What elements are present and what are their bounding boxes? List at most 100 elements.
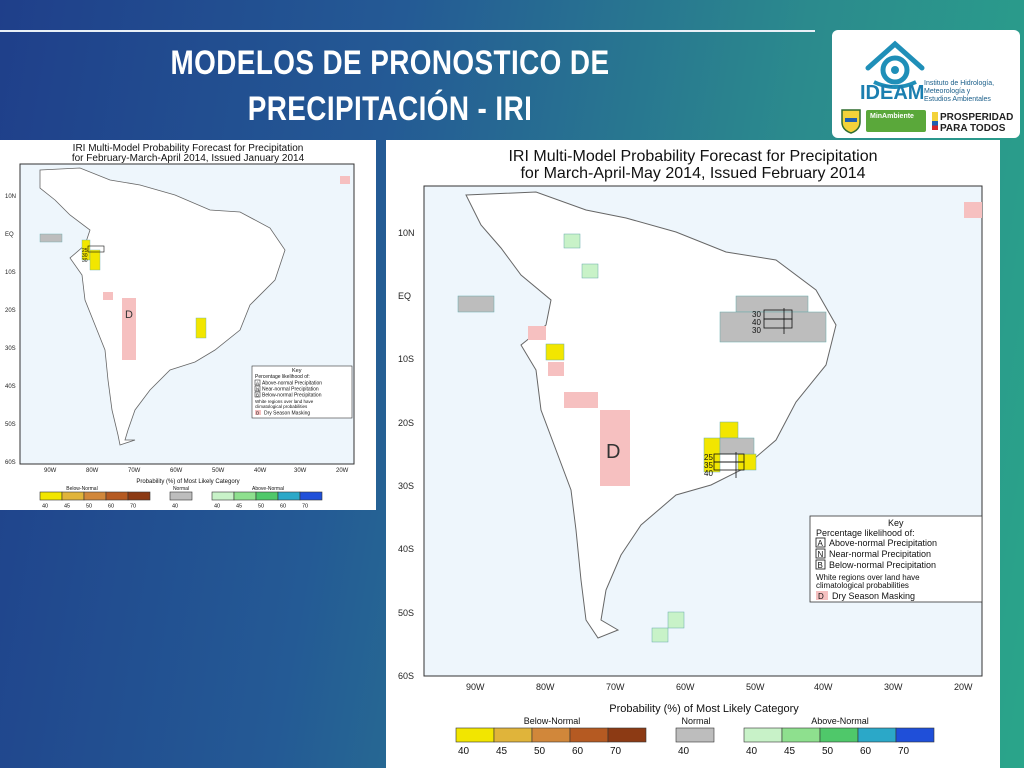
right-map-title: IRI Multi-Model Probability Forecast for… xyxy=(406,148,980,182)
right-forecast-map: IRI Multi-Model Probability Forecast for… xyxy=(386,140,1000,768)
right-prob-box-south: 25 35 40 xyxy=(704,452,745,478)
right-prob-box-north: 30 40 30 xyxy=(752,308,793,335)
left-dry-mask-andes xyxy=(122,298,136,360)
left-colorbar-below-swatch xyxy=(83,491,107,501)
left-colorbar-below-tick: 50 xyxy=(86,504,92,510)
right-dry-mask-peru2 xyxy=(548,362,564,376)
right-map-title-line1: IRI Multi-Model Probability Forecast for… xyxy=(508,148,878,165)
right-colorbar-normal-swatch xyxy=(675,727,715,743)
right-lon-label: 80W xyxy=(536,682,555,692)
ideam-logo-card: IDEAM Instituto de Hidrología, Meteorolo… xyxy=(832,30,1020,138)
right-dry-mask-peru xyxy=(528,326,546,340)
right-dry-mask-andes xyxy=(600,410,630,486)
right-key-dry-text: Dry Season Masking xyxy=(832,591,915,601)
right-colorbar-below-swatch xyxy=(455,727,495,743)
left-colorbar-above-swatch xyxy=(233,491,257,501)
left-dry-mask-peru xyxy=(103,292,113,300)
right-colorbar-above: 40 45 50 60 70 xyxy=(743,727,935,757)
left-key-dry-text: Dry Season Masking xyxy=(264,411,310,417)
left-map-canvas: 10N EQ 10S 20S 30S 40S 50S 60S 90W 80W 7… xyxy=(5,163,355,510)
right-normal-cell-1 xyxy=(457,295,495,313)
right-dry-mask-ne xyxy=(964,202,982,218)
slide-title-line2: PRECIPITACIÓN - IRI xyxy=(247,90,533,128)
left-colorbar-above-tick: 70 xyxy=(302,504,308,510)
right-key-letter: A xyxy=(818,539,824,548)
left-colorbar-above: 40 45 50 60 70 xyxy=(211,491,323,510)
left-colorbar-below-swatch xyxy=(127,491,151,501)
left-map-title-line1: IRI Multi-Model Probability Forecast for… xyxy=(72,143,304,154)
right-lat-axis: 10N EQ 10S 20S 30S 40S 50S 60S xyxy=(398,228,415,681)
slide-title-line1: MODELOS DE PRONOSTICO DE xyxy=(170,44,610,82)
ideam-inst-line1: Instituto de Hidrología, xyxy=(924,80,995,87)
left-lat-label: 60S xyxy=(5,460,16,466)
ideam-inst-line2: Meteorología y xyxy=(924,88,971,95)
left-lat-label: 50S xyxy=(5,422,16,428)
left-colorbar-title: Probability (%) of Most Likely Category xyxy=(136,479,239,485)
left-prob-value: 25 xyxy=(82,248,88,254)
left-colorbar-below-label: Below-Normal xyxy=(66,486,97,492)
right-below-cell-2 xyxy=(703,437,721,473)
prosperidad-line2: PARA TODOS xyxy=(940,123,1006,134)
left-colorbar-above-label: Above-Normal xyxy=(252,486,284,492)
left-map-title: IRI Multi-Model Probability Forecast for… xyxy=(20,144,356,164)
right-key-note: White regions over land have xyxy=(816,573,920,582)
ideam-brand: IDEAM xyxy=(860,82,925,104)
right-lon-label: 60W xyxy=(676,682,695,692)
right-colorbar-below-swatch xyxy=(493,727,533,743)
right-normal-cell-3 xyxy=(719,311,827,343)
left-colorbar-normal-label: Normal xyxy=(173,486,189,492)
right-colorbar-normal-tick: 40 xyxy=(678,746,690,757)
left-lat-label: 10N xyxy=(5,194,16,200)
right-below-cell-3 xyxy=(719,421,739,439)
left-key-note: White regions over land have xyxy=(255,399,314,404)
right-below-cell-1 xyxy=(545,343,565,361)
left-colorbar-below-tick: 40 xyxy=(42,504,48,510)
right-prob-south-value: 40 xyxy=(704,469,713,478)
left-colorbar-above-swatch xyxy=(255,491,279,501)
right-above-cell-2 xyxy=(581,263,599,279)
left-colorbar-below-swatch xyxy=(39,491,63,501)
right-lat-label: 20S xyxy=(398,418,414,428)
left-key-title: Key xyxy=(292,368,302,374)
right-dry-mask-mid xyxy=(564,392,598,408)
left-key-dry-letter: D xyxy=(256,411,260,416)
left-key-item: Near-normal Precipitation xyxy=(262,387,319,393)
right-colorbar-above-swatch xyxy=(781,727,821,743)
left-colorbar-normal-tick: 40 xyxy=(172,504,178,510)
ministry-badge: MinAmbiente xyxy=(866,110,926,132)
right-prob-south-value: 35 xyxy=(704,461,713,470)
prosperidad-line1: PROSPERIDAD xyxy=(940,112,1014,123)
right-lon-label: 40W xyxy=(814,682,833,692)
right-key-letter: B xyxy=(818,561,823,570)
right-key-letter: N xyxy=(818,550,824,559)
left-lat-label: 30S xyxy=(5,346,16,352)
left-colorbar-below-tick: 45 xyxy=(64,504,70,510)
right-lat-label: 60S xyxy=(398,671,414,681)
right-colorbar-below-tick: 45 xyxy=(496,746,508,757)
left-colorbar-above-swatch xyxy=(299,491,323,501)
right-colorbar-title: Probability (%) of Most Likely Category xyxy=(609,703,799,715)
right-colorbar-above-tick: 45 xyxy=(784,746,796,757)
left-lon-label: 70W xyxy=(128,468,141,474)
right-colorbar-above-tick: 40 xyxy=(746,746,758,757)
right-prob-north-value: 30 xyxy=(752,326,761,335)
left-normal-cell xyxy=(39,233,63,243)
right-key-title: Key xyxy=(888,518,904,528)
left-colorbar-above-swatch xyxy=(211,491,235,501)
left-key-item: Above-normal Precipitation xyxy=(262,381,322,387)
right-lat-label: 10N xyxy=(398,228,415,238)
ministry-label: MinAmbiente xyxy=(870,113,914,120)
right-colorbar-above-swatch xyxy=(895,727,935,743)
right-colorbar-below-swatch xyxy=(531,727,571,743)
left-lon-axis: 90W 80W 70W 60W 50W 40W 30W 20W xyxy=(44,468,349,474)
right-colorbar-above-swatch xyxy=(819,727,859,743)
right-prob-south-value: 25 xyxy=(704,453,713,462)
slide-title: MODELOS DE PRONOSTICO DE PRECIPITACIÓN -… xyxy=(111,40,669,132)
left-key-letter: N xyxy=(256,387,259,392)
right-key-subtitle: Percentage likelihood of: xyxy=(816,528,915,538)
right-colorbar-above-label: Above-Normal xyxy=(811,716,869,726)
left-lon-label: 40W xyxy=(254,468,267,474)
right-colorbar-above-tick: 70 xyxy=(898,746,910,757)
right-lat-label: 50S xyxy=(398,608,414,618)
right-lat-label: EQ xyxy=(398,291,411,301)
